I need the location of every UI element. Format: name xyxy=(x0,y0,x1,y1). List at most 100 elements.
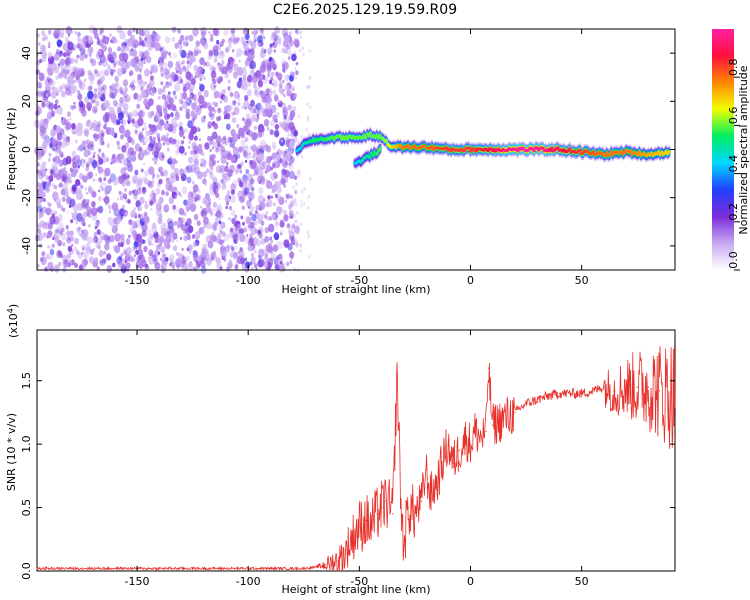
noise-speckle xyxy=(70,219,74,224)
noise-speckle xyxy=(124,86,128,93)
noise-speckle xyxy=(54,99,59,105)
noise-speckle xyxy=(119,196,124,201)
snr-scale-label: (x104) xyxy=(6,304,20,338)
noise-speckle xyxy=(83,265,86,270)
colorbar-tick-label: 0.2 xyxy=(727,203,740,221)
noise-speckle xyxy=(288,209,294,217)
noise-speckle xyxy=(171,175,174,179)
noise-speckle xyxy=(257,80,263,88)
noise-speckle xyxy=(133,207,137,211)
noise-speckle xyxy=(79,182,83,186)
noise-speckle xyxy=(301,46,305,51)
noise-speckle xyxy=(36,106,42,115)
noise-speckle xyxy=(56,173,61,181)
noise-speckle xyxy=(180,217,183,221)
noise-speckle xyxy=(113,61,117,66)
noise-speckle xyxy=(172,204,176,210)
noise-speckle xyxy=(171,191,177,199)
noise-speckle xyxy=(98,165,101,169)
noise-speckle xyxy=(219,63,224,71)
noise-speckle xyxy=(63,47,67,51)
noise-speckle xyxy=(167,94,171,99)
noise-speckle xyxy=(98,70,106,79)
noise-speckle xyxy=(152,30,156,35)
noise-speckle xyxy=(269,106,272,110)
noise-speckle xyxy=(63,166,67,171)
spectrogram-y-axis-label: Frequency (Hz) xyxy=(5,108,18,191)
noise-speckle xyxy=(130,209,136,218)
noise-speckle xyxy=(181,61,184,65)
noise-speckle xyxy=(140,212,148,222)
noise-speckle xyxy=(50,110,55,116)
noise-speckle xyxy=(161,189,165,196)
noise-speckle xyxy=(117,106,122,114)
noise-speckle xyxy=(148,249,154,257)
noise-speckle xyxy=(101,141,105,146)
noise-speckle xyxy=(108,106,115,115)
noise-speckle xyxy=(124,94,131,103)
signal-mark xyxy=(603,153,607,158)
noise-speckle xyxy=(120,45,126,54)
noise-speckle xyxy=(244,187,250,195)
noise-speckle xyxy=(239,233,246,243)
noise-speckle xyxy=(178,44,183,50)
noise-speckle xyxy=(154,262,161,270)
noise-speckle xyxy=(258,187,264,195)
noise-speckle xyxy=(299,204,303,208)
noise-speckle xyxy=(254,228,259,234)
noise-speckle xyxy=(221,231,226,237)
noise-speckle xyxy=(213,58,218,63)
signal-mark xyxy=(362,133,366,137)
noise-speckle xyxy=(218,197,221,200)
snr-point xyxy=(569,392,572,394)
noise-speckle xyxy=(112,262,116,268)
noise-speckle xyxy=(163,223,167,227)
noise-speckle xyxy=(46,76,51,82)
noise-speckle xyxy=(195,40,201,47)
snr-point xyxy=(158,567,160,570)
noise-speckle xyxy=(231,231,236,238)
signal-branch-mark xyxy=(371,154,375,158)
noise-speckle xyxy=(212,201,217,208)
noise-speckle xyxy=(276,151,279,156)
signal-mark xyxy=(310,139,314,143)
noise-speckle xyxy=(102,84,107,91)
noise-speckle xyxy=(308,49,312,53)
noise-speckle xyxy=(200,158,205,164)
noise-speckle xyxy=(159,143,163,148)
noise-speckle xyxy=(39,85,42,89)
noise-speckle xyxy=(121,65,125,71)
noise-speckle xyxy=(116,218,121,225)
noise-speckle xyxy=(155,207,162,217)
noise-speckle xyxy=(229,251,235,258)
noise-speckle xyxy=(135,249,139,255)
noise-speckle xyxy=(232,179,238,188)
noise-speckle xyxy=(188,140,192,144)
noise-speckle xyxy=(72,186,77,193)
noise-speckle xyxy=(199,77,203,81)
noise-speckle xyxy=(62,173,67,181)
noise-speckle xyxy=(143,215,150,224)
noise-speckle xyxy=(100,95,104,100)
noise-speckle xyxy=(114,88,119,94)
noise-speckle xyxy=(94,257,99,263)
noise-speckle xyxy=(158,196,164,204)
noise-speckle xyxy=(96,120,102,127)
noise-speckle xyxy=(48,152,52,157)
noise-speckle xyxy=(299,35,303,40)
noise-speckle xyxy=(210,173,213,177)
noise-speckle xyxy=(270,213,276,221)
noise-speckle xyxy=(98,91,103,98)
noise-speckle xyxy=(45,138,51,146)
noise-speckle xyxy=(226,161,229,166)
noise-speckle xyxy=(208,158,215,168)
noise-speckle xyxy=(258,254,262,260)
noise-speckle xyxy=(57,214,63,222)
noise-speckle xyxy=(98,237,103,244)
noise-speckle xyxy=(161,94,167,100)
noise-speckle xyxy=(234,264,239,270)
noise-speckle xyxy=(291,53,297,62)
noise-speckle xyxy=(45,253,51,260)
noise-speckle xyxy=(172,104,177,112)
colorbar-tick-label: 0.4 xyxy=(727,155,740,173)
